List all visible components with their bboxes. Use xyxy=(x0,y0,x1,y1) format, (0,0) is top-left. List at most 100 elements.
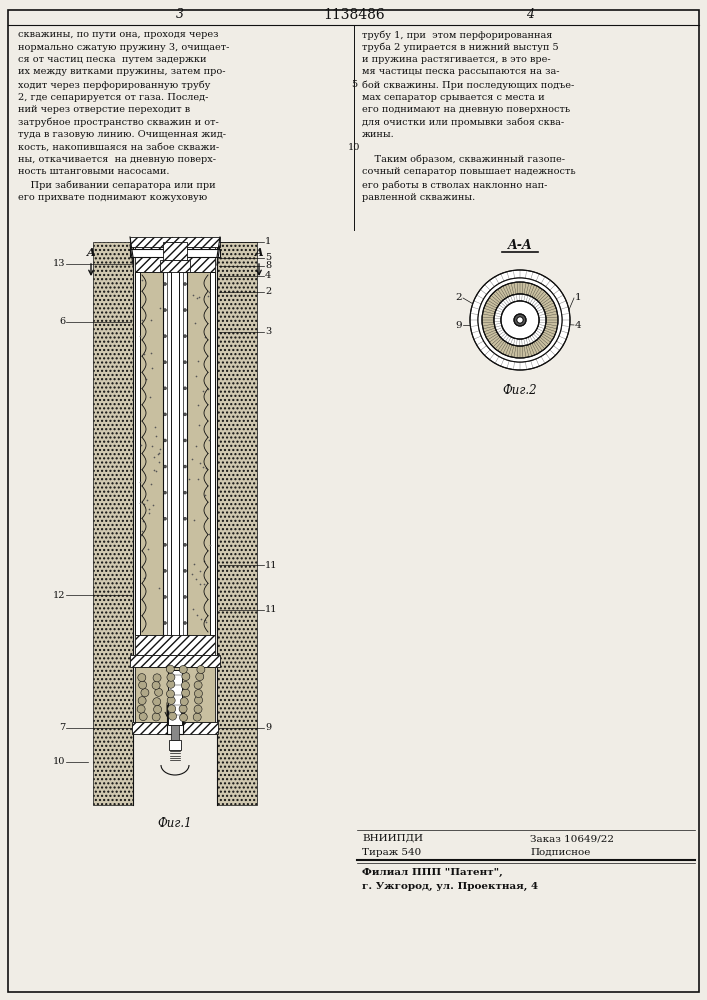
Circle shape xyxy=(168,705,176,713)
Text: сочный сепаратор повышает надежность: сочный сепаратор повышает надежность xyxy=(362,167,575,176)
Text: 5: 5 xyxy=(351,80,357,89)
Text: их между витками пружины, затем про-: их между витками пружины, затем про- xyxy=(18,68,226,77)
Text: ся от частиц песка  путем задержки: ся от частиц песка путем задержки xyxy=(18,55,206,64)
Circle shape xyxy=(153,698,160,706)
Text: 5: 5 xyxy=(265,253,271,262)
Circle shape xyxy=(139,713,147,721)
Text: для очистки или промывки забоя сква-: для очистки или промывки забоя сква- xyxy=(362,117,564,127)
Circle shape xyxy=(138,697,146,705)
Circle shape xyxy=(163,282,167,286)
Bar xyxy=(163,272,187,635)
Bar xyxy=(135,272,140,635)
Wedge shape xyxy=(478,278,562,362)
Text: 4: 4 xyxy=(526,8,534,21)
Text: 12: 12 xyxy=(52,590,65,599)
Text: ний через отверстие переходит в: ний через отверстие переходит в xyxy=(18,105,190,114)
Circle shape xyxy=(139,681,146,689)
Text: кость, накопившаяся на забое скважи-: кость, накопившаяся на забое скважи- xyxy=(18,142,219,151)
Text: г. Ужгород, ул. Проектная, 4: г. Ужгород, ул. Проектная, 4 xyxy=(362,882,538,891)
Circle shape xyxy=(184,387,187,390)
Circle shape xyxy=(167,680,175,688)
Text: 8: 8 xyxy=(265,261,271,270)
Text: мя частицы песка рассыпаются на за-: мя частицы песка рассыпаются на за- xyxy=(362,68,559,77)
Circle shape xyxy=(163,543,167,546)
Text: равленной скважины.: равленной скважины. xyxy=(362,192,475,202)
Text: 10: 10 xyxy=(52,758,65,766)
Circle shape xyxy=(163,595,167,598)
Text: Тираж 540: Тираж 540 xyxy=(362,848,421,857)
Circle shape xyxy=(163,361,167,364)
Bar xyxy=(130,237,220,247)
Circle shape xyxy=(137,705,145,713)
Text: нормально сжатую пружину 3, очищает-: нормально сжатую пружину 3, очищает- xyxy=(18,42,229,51)
Text: 3: 3 xyxy=(265,328,271,336)
Circle shape xyxy=(152,681,160,689)
Circle shape xyxy=(163,439,167,442)
Circle shape xyxy=(184,282,187,286)
Circle shape xyxy=(197,666,205,674)
Text: 2, где сепарируется от газа. Послед-: 2, где сепарируется от газа. Послед- xyxy=(18,93,209,102)
Circle shape xyxy=(194,681,202,689)
Circle shape xyxy=(163,517,167,520)
Circle shape xyxy=(155,688,163,696)
Circle shape xyxy=(163,413,167,416)
Text: 10: 10 xyxy=(348,142,360,151)
Circle shape xyxy=(167,690,175,698)
Circle shape xyxy=(182,673,190,681)
Text: Фиг.2: Фиг.2 xyxy=(503,384,537,397)
Text: его работы в стволах наклонно нап-: его работы в стволах наклонно нап- xyxy=(362,180,547,190)
Text: 4: 4 xyxy=(265,271,271,280)
Circle shape xyxy=(184,335,187,338)
Bar xyxy=(167,705,183,734)
Bar xyxy=(130,249,220,257)
Bar xyxy=(167,272,183,635)
Circle shape xyxy=(179,705,187,713)
Text: Таким образом, скважинный газопе-: Таким образом, скважинный газопе- xyxy=(362,155,565,164)
Circle shape xyxy=(163,309,167,312)
Text: 13: 13 xyxy=(52,259,65,268)
Circle shape xyxy=(180,666,187,674)
Text: ность штанговыми насосами.: ность штанговыми насосами. xyxy=(18,167,170,176)
Circle shape xyxy=(163,335,167,338)
Circle shape xyxy=(180,698,188,706)
Circle shape xyxy=(184,569,187,572)
Circle shape xyxy=(501,301,539,339)
Circle shape xyxy=(194,696,202,704)
Text: ходит через перфорированную трубу: ходит через перфорированную трубу xyxy=(18,80,211,90)
Text: A-A: A-A xyxy=(508,239,532,252)
Circle shape xyxy=(184,361,187,364)
Circle shape xyxy=(184,491,187,494)
Text: бой скважины. При последующих подъе-: бой скважины. При последующих подъе- xyxy=(362,80,574,90)
Text: 4: 4 xyxy=(575,320,582,330)
Bar xyxy=(135,272,215,635)
Text: 2: 2 xyxy=(455,294,462,302)
Circle shape xyxy=(182,689,189,697)
Bar xyxy=(93,242,133,805)
Circle shape xyxy=(167,696,175,704)
Circle shape xyxy=(196,673,204,681)
Text: жины.: жины. xyxy=(362,130,395,139)
Text: затрубное пространство скважин и от-: затрубное пространство скважин и от- xyxy=(18,117,218,127)
Bar xyxy=(135,635,215,655)
Bar xyxy=(132,722,218,734)
Bar xyxy=(135,247,215,272)
Circle shape xyxy=(138,674,146,682)
Bar xyxy=(171,242,179,665)
Circle shape xyxy=(517,317,523,323)
Text: Филиал ППП "Патент",: Филиал ППП "Патент", xyxy=(362,868,503,877)
Wedge shape xyxy=(470,270,570,370)
Text: A: A xyxy=(87,247,95,258)
Circle shape xyxy=(163,465,167,468)
Bar xyxy=(168,670,182,725)
Text: 6: 6 xyxy=(59,318,65,326)
Circle shape xyxy=(153,674,161,682)
Circle shape xyxy=(184,517,187,520)
Bar xyxy=(217,242,257,805)
Circle shape xyxy=(193,713,201,721)
Bar xyxy=(160,260,190,272)
Circle shape xyxy=(194,690,202,698)
Text: Фиг.1: Фиг.1 xyxy=(158,817,192,830)
Circle shape xyxy=(181,681,189,689)
Text: 3: 3 xyxy=(176,8,184,21)
Text: ны, откачивается  на дневную поверх-: ны, откачивается на дневную поверх- xyxy=(18,155,216,164)
